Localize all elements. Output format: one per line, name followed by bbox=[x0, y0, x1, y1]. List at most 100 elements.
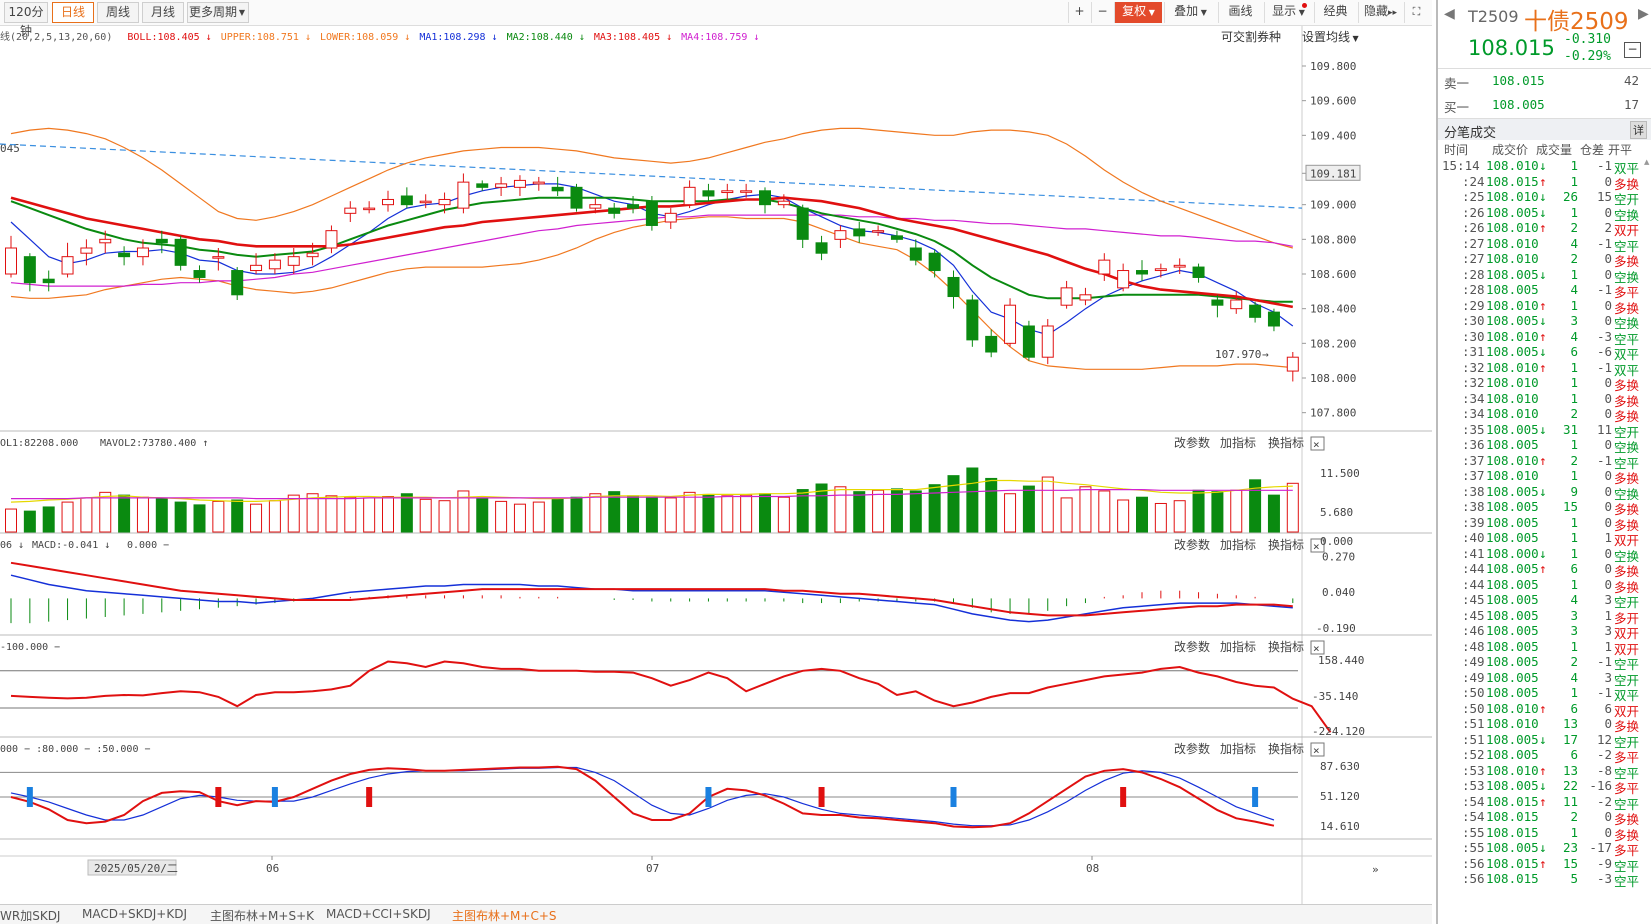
tick-open-close: 空平 bbox=[1614, 657, 1640, 672]
candle bbox=[777, 200, 790, 206]
tick-volume: 1 bbox=[1570, 204, 1578, 220]
tick-volume: 1 bbox=[1570, 545, 1578, 561]
tick-time: :28 bbox=[1462, 282, 1485, 297]
candle bbox=[1079, 294, 1092, 301]
macd-label: 0.040 bbox=[1322, 586, 1355, 599]
tick-oi-change: 0 bbox=[1604, 514, 1612, 530]
tab-macd-cci-skdj[interactable]: MACD+CCI+SKDJ bbox=[326, 907, 431, 921]
candle bbox=[382, 198, 394, 206]
display-button[interactable]: 显示 ▼ bbox=[1264, 2, 1312, 23]
tick-time: :32 bbox=[1462, 375, 1485, 390]
tick-price: 108.015 bbox=[1486, 809, 1539, 824]
tick-volume: 31 bbox=[1562, 421, 1578, 437]
tab-wr-skdj[interactable]: WR加SKDJ bbox=[0, 909, 61, 923]
scroll-up-icon[interactable]: ▲ bbox=[1644, 158, 1650, 166]
notification-dot bbox=[1302, 3, 1307, 8]
candle bbox=[363, 207, 376, 211]
overlay-button[interactable]: 叠加 ▼ bbox=[1164, 2, 1216, 23]
tick-price: 108.010 bbox=[1486, 716, 1539, 731]
tick-price: 108.005 bbox=[1486, 778, 1539, 793]
tab-macd-skdj-kdj[interactable]: MACD+SKDJ+KDJ bbox=[82, 907, 187, 921]
candle bbox=[136, 247, 149, 258]
kdj-signal-marker bbox=[818, 787, 825, 807]
tick-oi-change: 0 bbox=[1604, 406, 1612, 421]
tick-arrow-icon: ↓ bbox=[1539, 204, 1547, 220]
legend-item: LOWER:108.059 ↓ bbox=[320, 32, 411, 43]
draw-button[interactable]: 画线 bbox=[1218, 2, 1262, 23]
ma-settings-button[interactable]: 设置均线 ▼ bbox=[1302, 28, 1359, 45]
kdj-label: 87.630 bbox=[1320, 760, 1360, 773]
candle bbox=[1192, 266, 1205, 278]
tick-volume: 1 bbox=[1570, 375, 1578, 390]
tick-open-close: 多换 bbox=[1614, 564, 1640, 579]
price-label: 107.800 bbox=[1310, 407, 1356, 420]
fullscreen-icon[interactable]: ⛶ bbox=[1404, 2, 1428, 23]
tick-volume: 15 bbox=[1562, 855, 1578, 871]
period-daily-button[interactable]: 日线 bbox=[52, 2, 94, 23]
tick-price: 108.005 bbox=[1486, 638, 1539, 654]
tick-price: 108.005 bbox=[1486, 313, 1539, 328]
tick-open-close: 多平 bbox=[1614, 843, 1640, 858]
tick-arrow-icon: ↓ bbox=[1539, 158, 1547, 173]
period-120min-button[interactable]: 120分钟 bbox=[4, 2, 48, 38]
tick-open-close: 空平 bbox=[1614, 874, 1640, 889]
candle bbox=[1022, 325, 1035, 358]
volume-bar bbox=[532, 501, 545, 533]
tick-time: :52 bbox=[1462, 747, 1485, 762]
tab-boll-m-s-k[interactable]: 主图布林+M+S+K bbox=[210, 909, 315, 923]
more-periods-button[interactable]: 更多周期 ▼ bbox=[187, 2, 249, 23]
adjust-label: 复权 bbox=[1122, 4, 1147, 18]
volume-bar bbox=[928, 484, 941, 533]
prev-arrow-icon[interactable]: ◀ bbox=[1444, 6, 1455, 22]
tick-oi-change: -3 bbox=[1596, 871, 1612, 886]
zoom-in-button[interactable]: + bbox=[1068, 2, 1090, 23]
tick-open-close: 空平 bbox=[1614, 455, 1640, 471]
classic-button[interactable]: 经典 bbox=[1314, 2, 1356, 23]
macd-legend-item: MACD:-0.041 ↓ bbox=[32, 540, 110, 551]
collapse-icon[interactable]: − bbox=[1624, 42, 1641, 58]
volume-bar bbox=[287, 494, 300, 533]
tick-time: :27 bbox=[1462, 251, 1485, 266]
volume-bar bbox=[400, 493, 413, 533]
tick-oi-change: 12 bbox=[1596, 731, 1612, 747]
tick-oi-change: 3 bbox=[1604, 669, 1612, 685]
tick-oi-change: 0 bbox=[1604, 499, 1612, 514]
tick-open-close: 空换 bbox=[1614, 316, 1640, 331]
period-monthly-button[interactable]: 月线 bbox=[142, 2, 184, 23]
chart-canvas[interactable]: 109.800 109.600 109.400 109.181 109.000 108.8… bbox=[0, 0, 1432, 904]
macd-legend-item: 0.000 − bbox=[127, 540, 169, 551]
tick-oi-change: 0 bbox=[1604, 468, 1612, 483]
tick-price: 108.010 bbox=[1486, 297, 1539, 313]
macd-label: 0.270 bbox=[1322, 551, 1355, 564]
ticks-detail-button[interactable]: 详 bbox=[1630, 121, 1647, 139]
tick-oi-change: -3 bbox=[1596, 328, 1612, 344]
tick-oi-change: 0 bbox=[1604, 375, 1612, 390]
tick-open-close: 空换 bbox=[1614, 269, 1640, 285]
kdj-signal-marker bbox=[1252, 787, 1259, 807]
tab-boll-m-c-s[interactable]: 主图布林+M+C+S bbox=[452, 909, 557, 923]
tick-row: :46 108.005 3 3 双开 bbox=[1438, 623, 1651, 641]
hide-button[interactable]: 隐藏▸▸ bbox=[1358, 2, 1402, 23]
tick-price: 108.005 bbox=[1486, 623, 1539, 638]
tick-volume: 1 bbox=[1570, 638, 1578, 654]
switch-indicator-button: 换指标 bbox=[1268, 639, 1304, 654]
volume-bar bbox=[1136, 496, 1148, 533]
next-arrow-icon[interactable]: ▶ bbox=[1638, 6, 1649, 22]
adjust-button[interactable]: 复权 ▼ bbox=[1114, 2, 1162, 23]
tick-volume: 4 bbox=[1570, 669, 1578, 685]
volume-bar bbox=[268, 500, 281, 533]
tick-row: :54 108.015 2 0 多换 bbox=[1438, 809, 1651, 827]
tick-arrow-icon: ↓ bbox=[1539, 483, 1547, 499]
kdj-signal-marker bbox=[950, 787, 957, 807]
tick-row: :48 108.005 1 1 双开 bbox=[1438, 638, 1651, 657]
deliverable-bonds-link[interactable]: 可交割券种 bbox=[1221, 30, 1282, 44]
tick-open-close: 空换 bbox=[1614, 548, 1640, 564]
period-weekly-button[interactable]: 周线 bbox=[97, 2, 139, 23]
volume-bar bbox=[513, 503, 526, 533]
volume-bar bbox=[570, 496, 583, 533]
zoom-out-button[interactable]: − bbox=[1091, 2, 1113, 23]
volume-bar bbox=[438, 500, 451, 533]
tick-volume: 4 bbox=[1570, 235, 1578, 251]
tick-row: :32 108.010 1 0 多换 bbox=[1438, 375, 1651, 393]
candle bbox=[268, 259, 281, 270]
